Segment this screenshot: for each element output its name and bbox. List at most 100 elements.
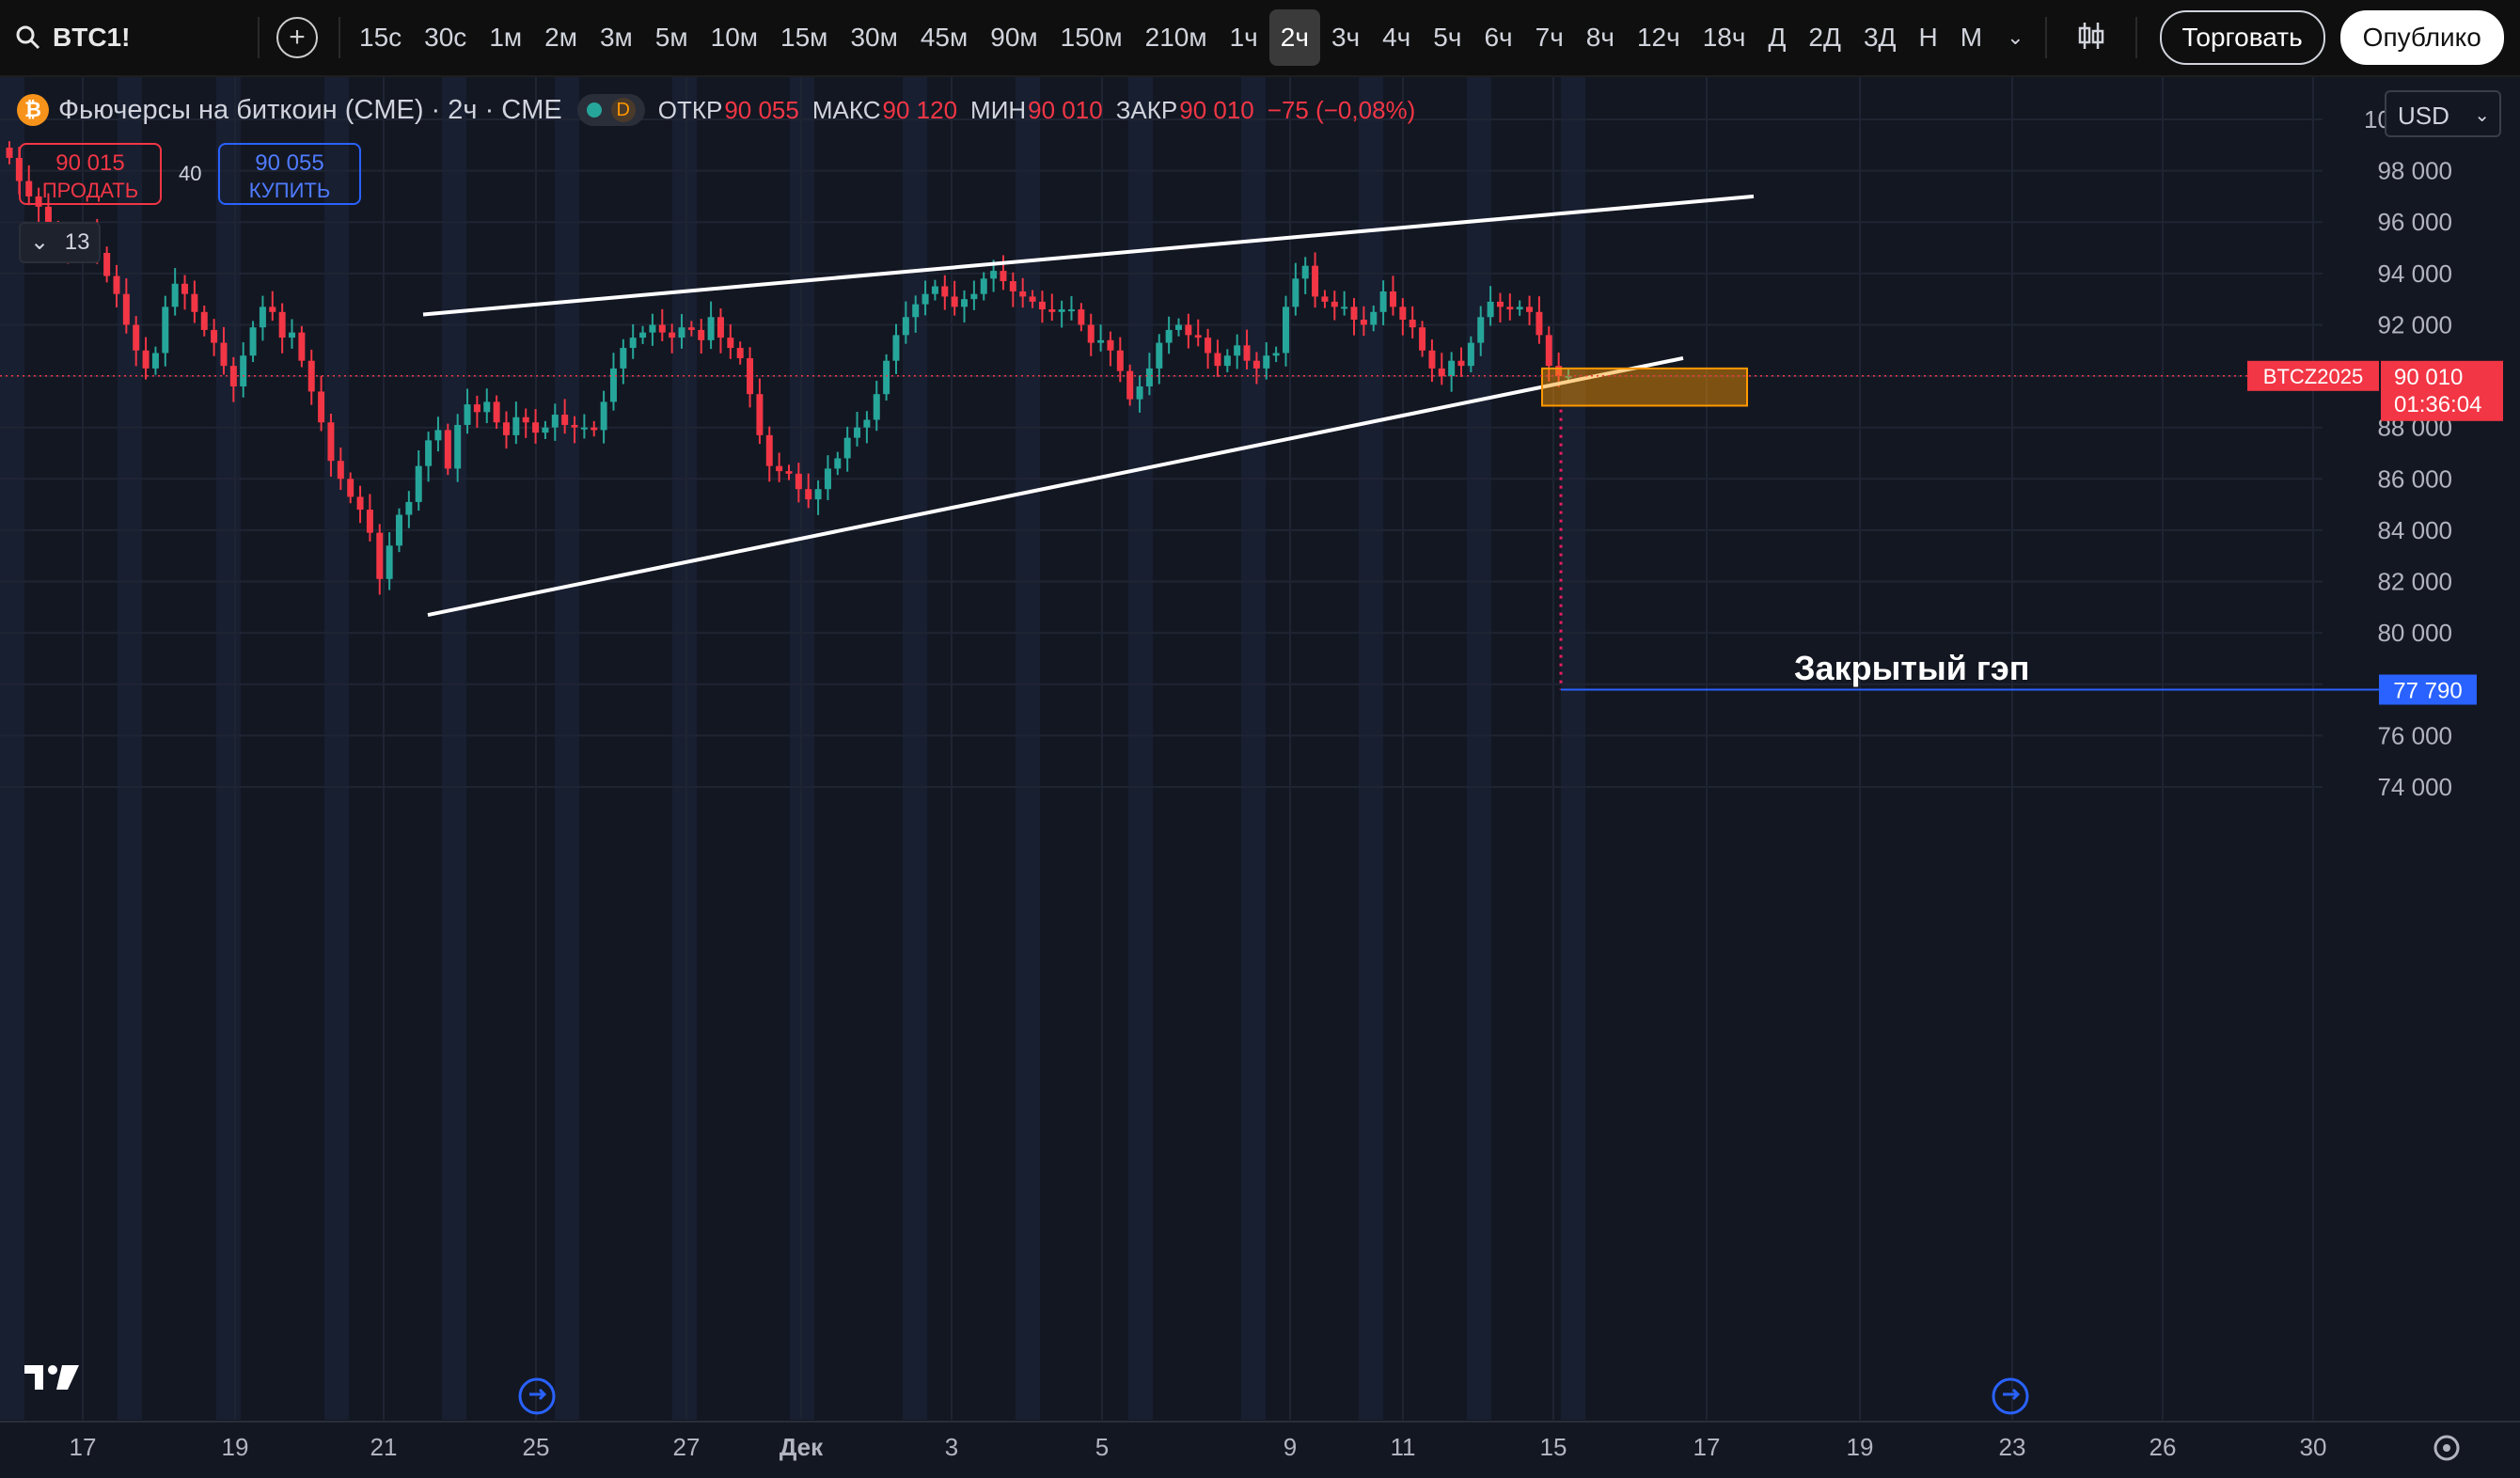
timeframe-8ч[interactable]: 8ч [1585, 23, 1614, 52]
candle-body [113, 275, 120, 294]
timeframe-2ч[interactable]: 2ч [1268, 9, 1320, 66]
candle-body [298, 332, 306, 361]
candle-body [1038, 301, 1046, 310]
candle-body [1370, 311, 1378, 325]
candle-body [396, 514, 402, 546]
timeframe-Н[interactable]: Н [1918, 23, 1938, 52]
candle-body [1185, 324, 1192, 336]
y-tick-label: 82 000 [2377, 568, 2452, 596]
market-status-pill[interactable]: D [576, 94, 645, 126]
candle-body [785, 471, 793, 474]
session-shade [1128, 77, 1153, 1420]
timeframe-Д[interactable]: Д [1768, 23, 1787, 52]
timeframe-18ч[interactable]: 18ч [1702, 23, 1746, 52]
high-value: 90 120 [882, 95, 958, 124]
timeframe-5м[interactable]: 5м [654, 23, 688, 52]
symbol-name: BTC1! [53, 23, 131, 52]
timeframe-30м[interactable]: 30м [850, 23, 898, 52]
candle-body [1467, 342, 1474, 367]
candle-body [327, 422, 335, 462]
timeframe-3Д[interactable]: 3Д [1863, 23, 1897, 52]
delayed-badge: D [610, 98, 636, 122]
candle-body [600, 401, 607, 431]
candle-body [678, 327, 685, 338]
indicators-collapse-button[interactable]: ⌄ 13 [19, 222, 102, 263]
candle-body [854, 427, 861, 438]
settings-gear-icon[interactable] [2433, 1435, 2460, 1461]
candle-body [1282, 307, 1289, 354]
timeframe-10м[interactable]: 10м [710, 23, 759, 52]
time-axis[interactable] [0, 1422, 2520, 1478]
timeframe-15с[interactable]: 15с [359, 23, 402, 52]
candle-body [249, 327, 257, 356]
chevron-down-icon[interactable]: ⌄ [2007, 25, 2024, 49]
candle-body [649, 324, 656, 333]
session-break-icon[interactable] [518, 1377, 556, 1415]
top-toolbar: BTC1! + 15с 30с 1м 2м 3м 5м 10м 15м 30м 45м 90м 150… [0, 0, 2520, 77]
timeframe-12ч[interactable]: 12ч [1636, 23, 1680, 52]
gap-annotation-text[interactable]: Закрытый гэп [1794, 649, 2030, 687]
session-shade [118, 77, 142, 1420]
sell-button[interactable]: 90 015 ПРОДАТЬ [19, 143, 162, 205]
candle-body [240, 355, 247, 386]
x-tick-label: 9 [1284, 1433, 1297, 1461]
target-label: 77 790 [2393, 679, 2462, 704]
candle-body [1428, 350, 1436, 369]
timeframe-1ч[interactable]: 1ч [1229, 23, 1258, 52]
chevron-down-icon: ⌄ [30, 229, 50, 255]
publish-button[interactable]: Опублико [2339, 10, 2504, 65]
timeframe-4ч[interactable]: 4ч [1382, 23, 1411, 52]
timeframe-3м[interactable]: 3м [599, 23, 633, 52]
candle-body [1068, 309, 1076, 312]
candle-body [229, 366, 237, 386]
timeframe-6ч[interactable]: 6ч [1484, 23, 1513, 52]
price-label-box [2381, 360, 2503, 421]
timeframe-2Д[interactable]: 2Д [1808, 23, 1841, 52]
candle-body [843, 437, 851, 459]
timeframe-30с[interactable]: 30с [424, 23, 467, 52]
candle-body [444, 430, 451, 469]
candle-body [454, 424, 462, 469]
timeframe-45м[interactable]: 45м [920, 23, 969, 52]
candle-body [1048, 309, 1056, 312]
candle-body [522, 417, 529, 423]
candle-body [1301, 265, 1309, 279]
timeframe-150м[interactable]: 150м [1060, 23, 1123, 52]
trend-line-upper[interactable] [422, 194, 1755, 317]
gap-zone[interactable] [1541, 367, 1748, 407]
timeframe-210м[interactable]: 210м [1144, 23, 1207, 52]
candle-body [1000, 271, 1007, 282]
candle-body [1536, 311, 1543, 336]
candle-body [44, 206, 52, 228]
timeframe-М[interactable]: М [1960, 23, 1983, 52]
session-break-icon[interactable] [1992, 1377, 2029, 1415]
tradingview-logo-icon[interactable] [23, 1361, 83, 1398]
candle-body [542, 427, 549, 433]
candle-body [1145, 368, 1153, 386]
candle-body [1545, 335, 1552, 367]
buy-button[interactable]: 90 055 КУПИТЬ [218, 143, 361, 205]
indicators-icon[interactable] [2055, 20, 2128, 56]
legend-title[interactable]: Фьючерсы на биткоин (CME) · 2ч · CME [58, 94, 562, 125]
timeframe-90м[interactable]: 90м [990, 23, 1038, 52]
symbol-search[interactable]: BTC1! [0, 0, 250, 75]
candle-body [1506, 307, 1514, 310]
candle-body [1448, 360, 1456, 377]
currency-select[interactable]: USD ⌄ [2385, 90, 2501, 137]
timeframe-7ч[interactable]: 7ч [1535, 23, 1564, 52]
timeframe-5ч[interactable]: 5ч [1433, 23, 1462, 52]
trend-line-lower[interactable] [427, 356, 1684, 617]
candle-body [921, 293, 929, 305]
session-shade [1241, 77, 1266, 1420]
toolbar-divider [258, 17, 260, 58]
candle-body [347, 479, 354, 497]
trade-button[interactable]: Торговать [2159, 10, 2325, 65]
add-symbol-icon[interactable]: + [276, 17, 318, 58]
low-value: 90 010 [1028, 95, 1103, 124]
timeframe-1м[interactable]: 1м [489, 23, 523, 52]
timeframe-3ч[interactable]: 3ч [1331, 23, 1361, 52]
timeframe-2м[interactable]: 2м [544, 23, 577, 52]
timeframe-15м[interactable]: 15м [780, 23, 828, 52]
